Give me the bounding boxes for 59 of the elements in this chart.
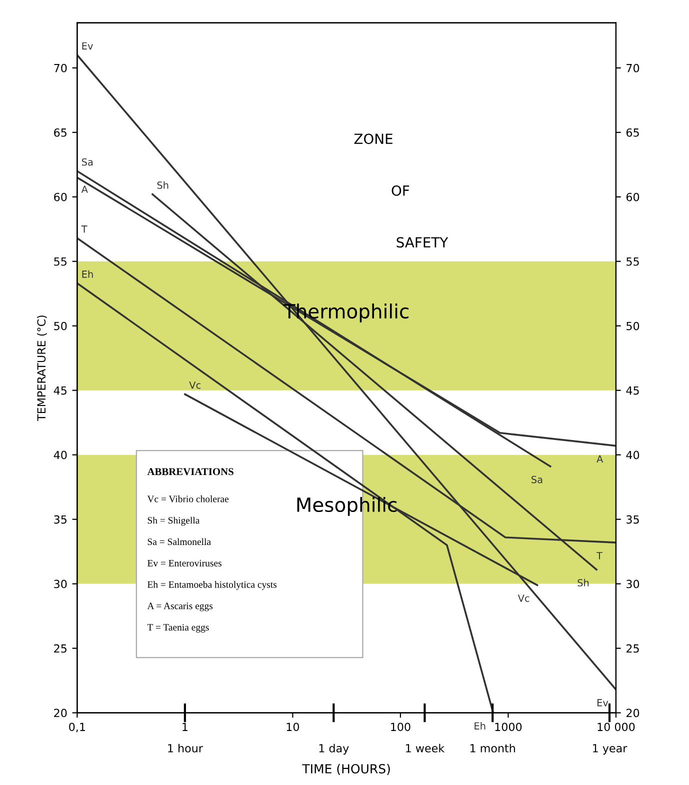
- series-label: A: [81, 186, 88, 193]
- y-tick-label: 65: [54, 128, 66, 137]
- text: 1 day: [319, 744, 349, 755]
- y2-tick-label: 45: [626, 386, 639, 395]
- series-label: Ev: [82, 42, 93, 50]
- x-tick-label: 1000: [495, 722, 522, 732]
- annotation: Sa = Salmonella: [148, 538, 211, 546]
- y-tick-label: 45: [54, 386, 66, 395]
- annotation: ZONE: [354, 134, 392, 144]
- y2-tick-label: 65: [626, 128, 639, 137]
- annotation: Ev = Enteroviruses: [147, 560, 222, 566]
- x-tick-label: 100: [391, 722, 410, 732]
- y-tick-label: 50: [54, 322, 67, 330]
- y-tick-label: 55: [54, 257, 66, 266]
- y2-tick-label: 55: [626, 257, 639, 266]
- y2-tick-label: 40: [626, 450, 640, 460]
- series-label: T: [81, 226, 88, 233]
- annotation: Eh = Entamoeba histolytica cysts: [147, 580, 277, 590]
- text: T: [596, 552, 602, 560]
- x-tick-label: 1: [182, 722, 188, 731]
- text: 1 year: [593, 744, 628, 755]
- y2-tick-label: 30: [626, 580, 640, 588]
- series-label: Sh: [157, 181, 168, 189]
- y-axis-title: TEMPERATURE (°C): [37, 316, 47, 421]
- y-tick-label: 60: [54, 192, 67, 202]
- text: A: [596, 455, 604, 462]
- annotation: T = Taenia eggs: [147, 624, 209, 633]
- y-tick-label: 40: [54, 450, 67, 460]
- annotation: ABBREVIATIONS: [147, 468, 234, 476]
- y-tick-label: 25: [54, 644, 66, 653]
- y2-tick-label: 50: [626, 322, 640, 330]
- series-label: Sa: [82, 158, 93, 166]
- text: Vc: [518, 594, 530, 602]
- annotation: Sh = Shigella: [148, 516, 200, 526]
- y-tick-label: 35: [54, 515, 66, 524]
- series-label: Vc: [189, 382, 200, 389]
- text: 1 week: [406, 744, 445, 752]
- y2-tick-label: 35: [626, 515, 639, 524]
- y2-tick-label: 20: [626, 708, 640, 718]
- text: 1 month: [470, 744, 515, 752]
- x-tick-label: 10 000: [598, 722, 635, 732]
- y-tick-label: 20: [54, 708, 67, 718]
- y-tick-label: 70: [54, 64, 67, 72]
- text: Ev: [597, 699, 608, 706]
- y2-tick-label: 25: [626, 644, 639, 653]
- annotation: SAFETY: [396, 237, 448, 248]
- series-label: Eh: [82, 270, 93, 278]
- annotation: Vc = Vibrio cholerae: [147, 495, 229, 502]
- x-tick-label: 10: [286, 722, 300, 732]
- x-tick-label: 0,1: [69, 722, 85, 732]
- annotation: OF: [392, 185, 410, 196]
- y2-tick-label: 70: [626, 64, 640, 72]
- annotation: A = Ascaris eggs: [147, 602, 213, 612]
- text: Eh: [474, 722, 486, 730]
- text: 1 hour: [168, 744, 203, 752]
- x-axis-title: TIME (HOURS): [302, 764, 390, 775]
- y2-tick-label: 60: [626, 192, 640, 202]
- y-tick-label: 30: [54, 580, 67, 588]
- text: Sa: [532, 476, 542, 484]
